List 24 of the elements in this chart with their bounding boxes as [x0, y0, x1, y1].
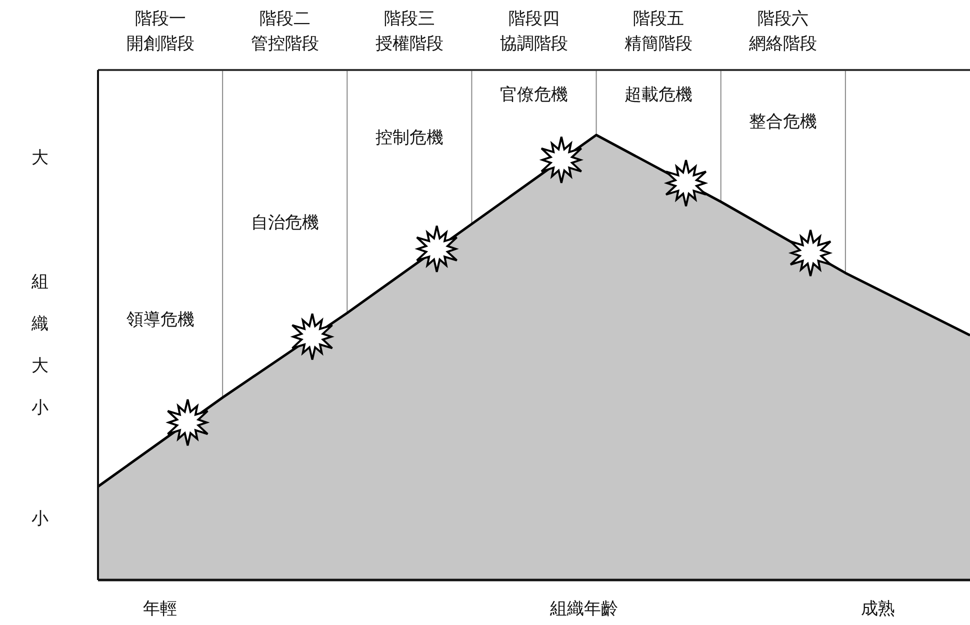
- text: 階段五: [633, 9, 684, 28]
- annotation: 自治危機: [250, 213, 319, 232]
- text: 協調階段: [500, 34, 568, 53]
- text: 整合危機: [749, 112, 818, 131]
- text: 超載危機: [624, 85, 693, 104]
- text: 官僚危機: [500, 85, 568, 104]
- text: 階段一: [134, 9, 186, 28]
- text: 開創階段: [126, 34, 194, 53]
- text: 精簡階段: [624, 34, 693, 53]
- text: 年輕: [143, 599, 177, 618]
- annotation: 控制危機: [375, 128, 444, 147]
- text: 授權階段: [375, 34, 444, 53]
- text: 階段四: [508, 9, 560, 28]
- text: 階段二: [259, 9, 310, 28]
- text: 網絡階段: [748, 34, 818, 53]
- x-axis-title: 組織年齡: [549, 599, 618, 618]
- text: 管控階段: [250, 34, 319, 53]
- text: 組織大小: [32, 272, 48, 417]
- text: 階段六: [758, 9, 809, 28]
- text: 小: [32, 509, 48, 528]
- text: 階段三: [384, 9, 435, 28]
- text: 大: [32, 148, 48, 167]
- annotation: 領導危機: [126, 310, 194, 329]
- text: 成熟: [861, 599, 895, 618]
